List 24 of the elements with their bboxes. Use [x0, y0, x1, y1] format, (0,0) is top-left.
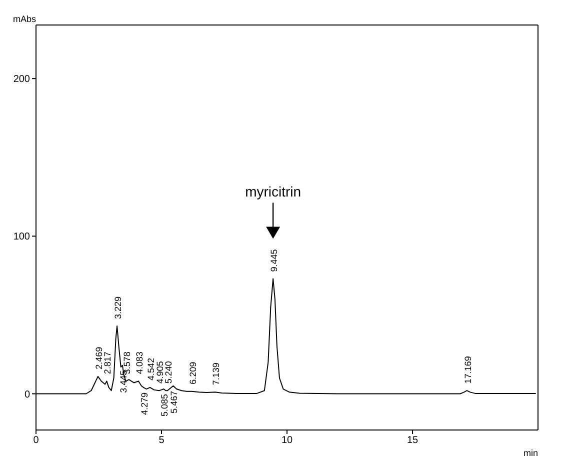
annotation: 2.817	[102, 352, 113, 374]
annotation: 9.445	[269, 249, 280, 272]
annotation: 5.085	[160, 394, 170, 417]
annotation: 2.469	[94, 346, 104, 370]
y-axis-title: mAbs	[12, 14, 36, 24]
x-tick-label: 0	[33, 435, 40, 446]
x-tick-label: 15	[406, 435, 418, 446]
annotation: 4.905	[155, 361, 166, 384]
annotation: myricitrin	[245, 184, 302, 200]
annotation: 17.169	[462, 356, 473, 384]
x-tick-label: 10	[281, 435, 293, 446]
annotation: 4.083	[134, 352, 144, 374]
annotation: 7.139	[211, 362, 222, 386]
annotation: 5.240	[164, 361, 174, 384]
x-tick-label: 5	[158, 435, 165, 446]
annotation: 4.279	[139, 392, 150, 415]
y-tick-label: 0	[24, 389, 30, 400]
annotation: 3.229	[113, 296, 124, 319]
y-tick-label: 200	[13, 74, 30, 86]
annotation: 6.209	[188, 362, 198, 384]
y-tick-label: 100	[13, 232, 30, 243]
x-axis-title: min	[523, 448, 538, 458]
annotation: 5.467	[169, 390, 180, 414]
annotation: 4.542	[146, 358, 156, 380]
